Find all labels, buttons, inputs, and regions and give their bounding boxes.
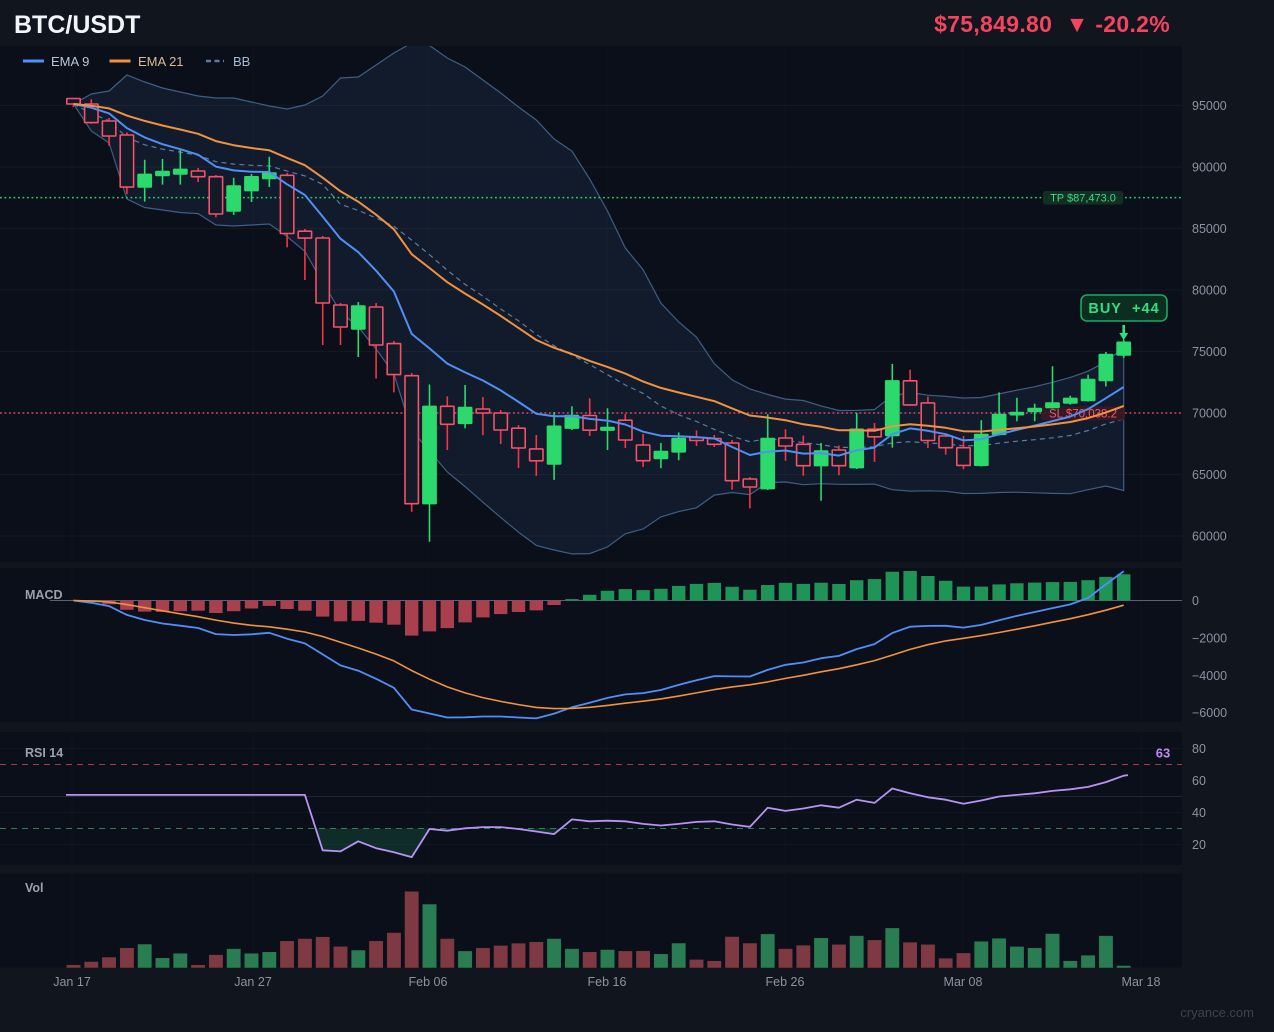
- svg-text:−4000: −4000: [1192, 669, 1227, 683]
- svg-text:Jan 27: Jan 27: [234, 975, 272, 989]
- svg-text:0: 0: [1192, 594, 1199, 608]
- svg-text:Mar 08: Mar 08: [944, 975, 983, 989]
- svg-text:Feb 26: Feb 26: [766, 975, 805, 989]
- svg-text:85000: 85000: [1192, 222, 1227, 236]
- svg-text:BTC/USDT: BTC/USDT: [14, 11, 140, 39]
- svg-text:Vol: Vol: [25, 881, 44, 895]
- svg-text:EMA 9: EMA 9: [51, 54, 89, 69]
- svg-text:$75,849.80 ▼ -20.2%: $75,849.80 ▼ -20.2%: [934, 11, 1170, 37]
- svg-text:TP $87,473.0: TP $87,473.0: [1050, 193, 1116, 205]
- svg-text:90000: 90000: [1192, 161, 1227, 175]
- svg-text:Mar 18: Mar 18: [1122, 975, 1161, 989]
- svg-text:80000: 80000: [1192, 284, 1227, 298]
- svg-text:70000: 70000: [1192, 407, 1227, 421]
- svg-text:63: 63: [1156, 746, 1170, 761]
- svg-text:BUY +44: BUY +44: [1088, 301, 1159, 317]
- svg-text:60: 60: [1192, 774, 1206, 788]
- svg-text:−6000: −6000: [1192, 706, 1227, 720]
- svg-text:20: 20: [1192, 838, 1206, 852]
- svg-text:40: 40: [1192, 806, 1206, 820]
- svg-text:RSI 14: RSI 14: [25, 746, 63, 760]
- svg-text:60000: 60000: [1192, 530, 1227, 544]
- svg-text:BB: BB: [233, 54, 250, 69]
- svg-text:80: 80: [1192, 742, 1206, 756]
- svg-text:Jan 17: Jan 17: [53, 975, 91, 989]
- svg-text:−2000: −2000: [1192, 631, 1227, 645]
- svg-text:65000: 65000: [1192, 468, 1227, 482]
- svg-text:EMA 21: EMA 21: [138, 54, 184, 69]
- svg-text:Feb 06: Feb 06: [409, 975, 448, 989]
- svg-text:75000: 75000: [1192, 345, 1227, 359]
- svg-text:Feb 16: Feb 16: [588, 975, 627, 989]
- svg-text:MACD: MACD: [25, 588, 63, 602]
- svg-text:cryance.com: cryance.com: [1180, 1005, 1254, 1020]
- svg-text:95000: 95000: [1192, 99, 1227, 113]
